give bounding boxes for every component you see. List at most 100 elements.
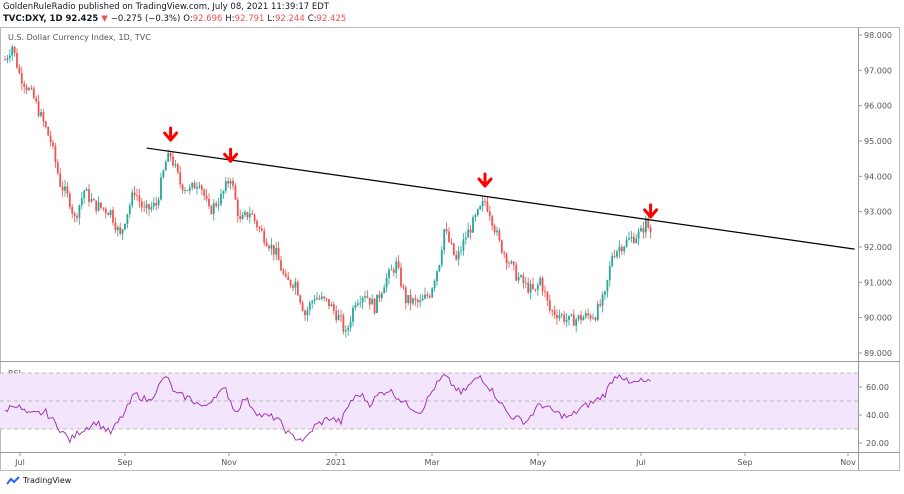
candle <box>491 216 494 226</box>
candle <box>157 199 160 206</box>
candle <box>167 152 170 162</box>
candle <box>580 315 582 321</box>
low-label: L: <box>267 14 275 24</box>
candle <box>186 190 189 191</box>
price-tick-label: 90.000 <box>864 314 892 323</box>
candle <box>325 298 328 300</box>
candle <box>311 301 314 304</box>
candle <box>234 185 237 200</box>
candle <box>510 261 513 264</box>
candle <box>419 300 422 303</box>
candle <box>328 299 330 307</box>
candle <box>145 204 148 209</box>
resistance-arrow-icon <box>477 172 493 188</box>
candle <box>332 304 335 311</box>
candle <box>640 228 642 232</box>
candle <box>349 321 352 328</box>
candle <box>272 244 275 255</box>
candle <box>66 186 69 194</box>
publish-info: GoldenRuleRadio published on TradingView… <box>3 2 329 12</box>
candle <box>330 304 333 307</box>
candle <box>472 217 474 233</box>
candle <box>402 286 405 288</box>
candle <box>220 193 222 205</box>
open-label: O: <box>183 14 193 24</box>
candle <box>450 242 453 244</box>
symbol: TVC:DXY, 1D <box>3 14 63 24</box>
candle <box>412 298 414 304</box>
candle <box>143 207 146 209</box>
candle <box>263 230 266 243</box>
candle <box>556 314 558 319</box>
candle <box>498 230 501 241</box>
last-price: 92.425 <box>65 14 99 24</box>
candle <box>496 230 498 233</box>
candle <box>625 239 628 247</box>
candle <box>13 46 16 54</box>
candle <box>241 215 244 220</box>
low-value: 92.244 <box>275 14 305 24</box>
candle <box>457 251 460 260</box>
candle <box>601 294 604 306</box>
candle <box>532 284 534 289</box>
candle <box>85 189 88 191</box>
candle <box>544 291 546 293</box>
trendline <box>146 147 855 250</box>
candle <box>260 228 263 231</box>
candle <box>282 270 285 274</box>
candle <box>148 204 150 210</box>
candle <box>474 215 477 218</box>
candle <box>90 199 93 202</box>
tradingview-watermark[interactable]: TradingView <box>6 476 71 485</box>
price-tick-label: 89.000 <box>864 349 892 358</box>
candle <box>548 300 551 311</box>
candle <box>316 298 318 300</box>
candle <box>392 269 395 273</box>
candle <box>95 200 98 211</box>
chart-frame <box>0 27 900 471</box>
candle <box>169 152 172 157</box>
candle <box>83 190 86 199</box>
candle <box>6 58 9 60</box>
candle <box>378 294 381 299</box>
candle <box>400 267 402 287</box>
candle <box>337 315 340 321</box>
candle <box>594 317 597 320</box>
time-tick-label: Jul <box>635 458 646 467</box>
candle <box>527 282 530 293</box>
candle <box>8 55 11 59</box>
candle <box>162 170 165 178</box>
candle <box>424 294 426 299</box>
candle <box>323 296 326 299</box>
candle <box>25 86 28 91</box>
candle <box>388 269 390 278</box>
candle <box>500 240 503 253</box>
candle <box>138 195 141 202</box>
candle <box>277 247 280 261</box>
candle <box>131 192 134 206</box>
candle <box>395 261 398 273</box>
candle <box>164 161 167 171</box>
candle <box>452 243 455 255</box>
candle <box>203 189 206 196</box>
candle <box>479 206 482 210</box>
candle <box>232 180 234 186</box>
candle <box>251 213 254 215</box>
candle <box>318 298 321 299</box>
candle <box>102 207 105 209</box>
candle <box>455 254 458 260</box>
candle <box>539 277 542 285</box>
candle <box>112 210 114 223</box>
candle <box>443 229 446 251</box>
candle <box>246 212 249 218</box>
publish-text: GoldenRuleRadio published on TradingView… <box>3 2 329 12</box>
candle <box>160 177 162 200</box>
candle <box>47 126 50 136</box>
candle <box>620 246 623 252</box>
price-tick-label: 92.000 <box>864 243 892 252</box>
candle <box>522 275 525 284</box>
candle <box>20 73 23 84</box>
candle <box>116 227 119 231</box>
candle <box>76 215 78 218</box>
